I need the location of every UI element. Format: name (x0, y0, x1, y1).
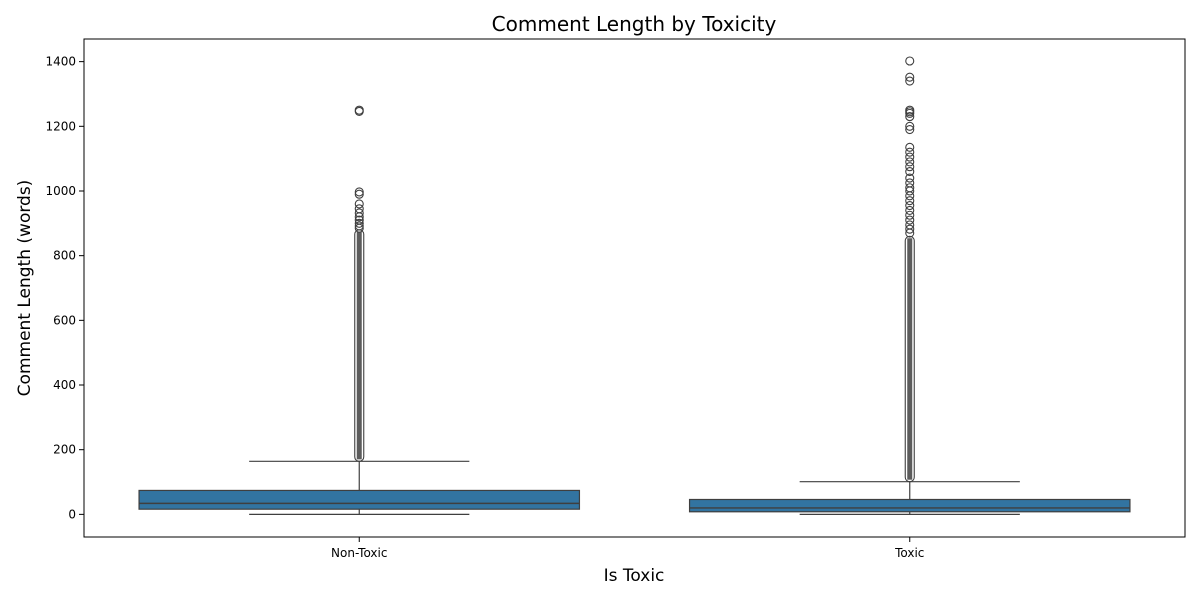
y-axis-label: Comment Length (words) (15, 180, 35, 397)
outlier-point (905, 173, 915, 183)
plot-frame (83, 38, 1186, 538)
outlier-point (905, 220, 915, 230)
outlier-point (905, 162, 915, 172)
outlier-point (905, 210, 915, 220)
iqr-box (688, 498, 1131, 513)
outlier-point (905, 56, 915, 66)
y-tick-label: 200 (53, 443, 76, 457)
outlier-point (905, 215, 915, 225)
outlier-point (905, 157, 915, 167)
outlier-point (905, 121, 915, 131)
plot-area (138, 56, 1131, 515)
y-tick-label: 400 (53, 378, 76, 392)
x-axis-label: Is Toxic (604, 566, 665, 586)
chart-title: Comment Length by Toxicity (492, 12, 777, 36)
y-tick-label: 800 (53, 249, 76, 263)
outlier-point (905, 200, 915, 211)
outlier-point (905, 76, 915, 86)
box-group-non-toxic (138, 105, 581, 515)
outlier-point (905, 196, 915, 206)
x-tick-label: Non-Toxic (331, 546, 387, 560)
y-tick-label: 1000 (45, 184, 76, 198)
outlier-point (354, 189, 364, 199)
outlier-point (905, 105, 915, 115)
outlier-point (905, 112, 915, 122)
outlier-point (905, 183, 915, 193)
y-tick-label: 600 (53, 313, 76, 327)
outlier-point (905, 152, 915, 162)
outlier-point (354, 218, 364, 228)
outlier-point (905, 167, 915, 177)
outlier-band-fill (907, 238, 913, 480)
y-tick-label: 1400 (45, 55, 76, 69)
outlier-band-fill (356, 231, 362, 460)
outlier-point (354, 215, 364, 225)
outlier-point (354, 221, 364, 231)
outlier-point (354, 199, 364, 209)
y-tick-label: 1200 (45, 119, 76, 133)
outlier-point (905, 205, 915, 215)
outlier-point (905, 72, 915, 82)
outlier-point (354, 105, 364, 115)
outlier-point (905, 142, 915, 152)
iqr-box (138, 489, 581, 510)
outlier-point (905, 124, 915, 135)
outlier-point (905, 224, 915, 234)
outlier-point (905, 178, 915, 188)
outlier-point (354, 208, 364, 218)
outlier-point (905, 147, 915, 157)
y-tick-label: 0 (68, 507, 76, 521)
outlier-point (354, 204, 364, 214)
outlier-band-outline (904, 235, 915, 483)
outlier-point (354, 187, 364, 197)
x-tick-label: Toxic (894, 546, 924, 560)
box-group-toxic (688, 56, 1131, 515)
